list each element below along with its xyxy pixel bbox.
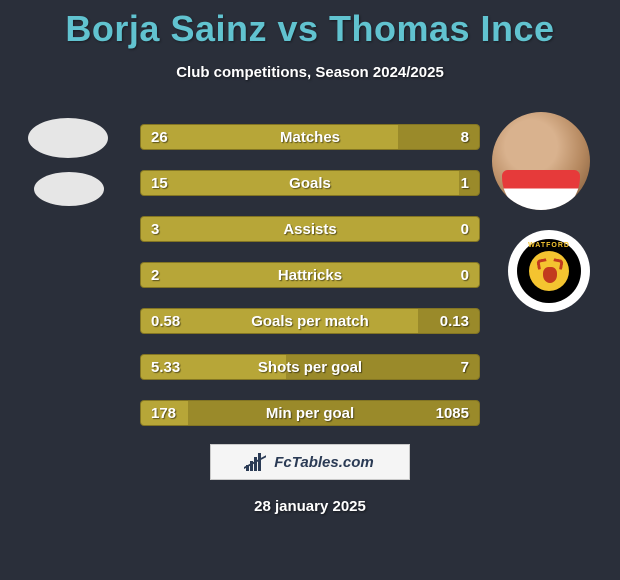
generated-date: 28 january 2025 (0, 498, 620, 515)
stat-label: Shots per goal (141, 355, 479, 380)
player-left-avatar-placeholder-2 (34, 172, 104, 206)
page-title: Borja Sainz vs Thomas Ince (0, 0, 620, 50)
stat-label: Min per goal (141, 401, 479, 426)
stat-row: 30Assists (140, 216, 480, 242)
stats-comparison-area: 268Matches 151Goals 30Assists 20Hattricks 0.… (140, 124, 480, 446)
stat-label: Goals per match (141, 309, 479, 334)
player-right-avatar (492, 112, 590, 210)
stat-row: 1781085Min per goal (140, 400, 480, 426)
club-crest-text: WATFORD (517, 242, 581, 249)
page-subtitle: Club competitions, Season 2024/2025 (0, 64, 620, 81)
stat-label: Assists (141, 217, 479, 242)
stat-label: Hattricks (141, 263, 479, 288)
brand-text: FcTables.com (274, 454, 373, 471)
player-left-avatar-placeholder-1 (28, 118, 108, 158)
stat-label: Matches (141, 125, 479, 150)
stat-row: 0.580.13Goals per match (140, 308, 480, 334)
stat-row: 151Goals (140, 170, 480, 196)
moose-icon (535, 257, 563, 285)
brand-attribution[interactable]: FcTables.com (210, 444, 410, 480)
stat-label: Goals (141, 171, 479, 196)
stat-row: 5.337Shots per goal (140, 354, 480, 380)
brand-logo-icon (246, 453, 268, 471)
stat-row: 268Matches (140, 124, 480, 150)
stat-row: 20Hattricks (140, 262, 480, 288)
club-right-crest: WATFORD (508, 230, 590, 312)
